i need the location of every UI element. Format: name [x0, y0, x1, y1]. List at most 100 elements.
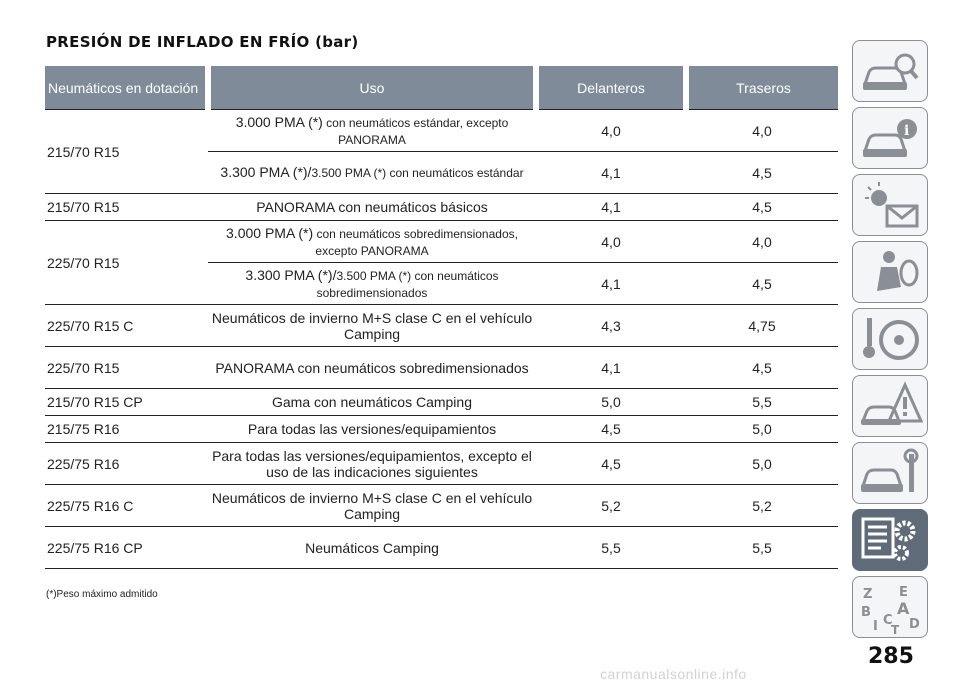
- rear-pressure-cell: 5,5: [686, 388, 838, 416]
- front-pressure-cell: 4,0: [536, 109, 686, 152]
- svg-text:I: I: [873, 619, 878, 634]
- use-cell: Gama con neumáticos Camping: [208, 388, 536, 416]
- table-row: 215/70 R15 3.000 PMA (*) con neumáticos …: [45, 109, 838, 194]
- rear-pressure-cell: 4,75: [686, 304, 838, 347]
- use-cell: 3.300 PMA (*)/3.500 PMA (*) con neumátic…: [208, 262, 536, 305]
- use-cell: 3.000 PMA (*) con neumáticos sobredimens…: [208, 220, 536, 263]
- header-tire: Neumáticos en dotación: [45, 66, 208, 110]
- alphabet-index-icon: Z E B A I C DT: [861, 585, 920, 634]
- page-number: 285: [868, 644, 914, 669]
- front-pressure-cell: 4,5: [536, 415, 686, 443]
- use-main-text: 3.300 PMA (*)/: [245, 266, 337, 283]
- table-row: 225/70 R15 3.000 PMA (*) con neumáticos …: [45, 220, 838, 305]
- use-cell: Para todas las versiones/equipamientos: [208, 415, 536, 443]
- header-front: Delanteros: [533, 66, 686, 110]
- rear-pressure-cell: 5,2: [686, 484, 838, 527]
- front-pressure-cell: 4,5: [536, 442, 686, 485]
- use-cell: 3.300 PMA (*)/3.500 PMA (*) con neumátic…: [208, 151, 536, 194]
- use-cell: Neumáticos de invierno M+S clase C en el…: [208, 304, 536, 347]
- car-breakdown-warning-icon: [860, 381, 923, 425]
- tire-size-cell: 215/70 R15 CP: [45, 388, 208, 416]
- tire-size-cell: 225/70 R15 C: [45, 304, 208, 347]
- table-row: 3.300 PMA (*)/3.500 PMA (*) con neumátic…: [45, 262, 838, 305]
- svg-text:E: E: [899, 585, 908, 600]
- front-pressure-cell: 4,1: [536, 193, 686, 221]
- svg-text:T: T: [891, 623, 900, 634]
- steering-wheel-key-icon: [863, 318, 919, 360]
- front-pressure-cell: 5,5: [536, 526, 686, 569]
- table-row: 225/75 R16 CP Neumáticos Camping 5,5 5,5: [45, 526, 838, 569]
- car-search-icon: [862, 53, 919, 90]
- tire-size-cell: 225/75 R16 CP: [45, 526, 208, 569]
- tire-size-cell: 225/70 R15: [45, 220, 208, 305]
- svg-text:i: i: [904, 123, 909, 139]
- car-wrench-icon: [860, 448, 919, 492]
- front-pressure-cell: 4,1: [536, 346, 686, 389]
- tab-car-info[interactable]: i: [852, 107, 928, 169]
- front-pressure-cell: 5,0: [536, 388, 686, 416]
- rear-pressure-cell: 4,5: [686, 151, 838, 194]
- svg-text:A: A: [897, 599, 910, 618]
- front-pressure-cell: 4,0: [536, 220, 686, 263]
- tire-size-cell: 215/70 R15: [45, 193, 208, 221]
- table-row: 225/75 R16 C Neumáticos de invierno M+S …: [45, 484, 838, 527]
- use-cell: Neumáticos de invierno M+S clase C en el…: [208, 484, 536, 527]
- watermark: carmanualsonline.info: [600, 666, 747, 682]
- tire-pressure-table: Neumáticos en dotación Uso Delanteros Tr…: [45, 66, 838, 569]
- table-row: 215/70 R15 CP Gama con neumáticos Campin…: [45, 388, 838, 416]
- svg-text:B: B: [861, 605, 871, 620]
- rear-pressure-cell: 4,0: [686, 220, 838, 263]
- header-use: Uso: [205, 66, 536, 110]
- tab-emergency[interactable]: [852, 375, 928, 437]
- rear-pressure-cell: 4,0: [686, 109, 838, 152]
- table-row: 215/70 R15 PANORAMA con neumáticos básic…: [45, 193, 838, 221]
- front-pressure-cell: 4,3: [536, 304, 686, 347]
- table-header-row: Neumáticos en dotación Uso Delanteros Tr…: [45, 66, 838, 110]
- use-cell: 3.000 PMA (*) con neumáticos estándar, e…: [208, 109, 536, 152]
- table-row: 225/70 R15 PANORAMA con neumáticos sobre…: [45, 346, 838, 389]
- table-row: 3.300 PMA (*)/3.500 PMA (*) con neumátic…: [45, 151, 838, 194]
- tire-size-cell: 225/75 R16 C: [45, 484, 208, 527]
- person-airbag-icon: [877, 251, 919, 291]
- tab-safety[interactable]: [852, 241, 928, 303]
- front-pressure-cell: 4,1: [536, 262, 686, 305]
- tab-warning-lights[interactable]: [852, 174, 928, 236]
- table-row: 215/75 R16 Para todas las versiones/equi…: [45, 415, 838, 443]
- tab-car-search[interactable]: [852, 40, 928, 102]
- rear-pressure-cell: 5,5: [686, 526, 838, 569]
- use-small-text: con neumáticos sobredimensionados, excep…: [313, 226, 518, 258]
- use-main-text: 3.000 PMA (*): [235, 113, 323, 130]
- specs-list-gears-icon: [861, 517, 916, 561]
- use-main-text: 3.000 PMA (*): [226, 224, 314, 241]
- tab-starting-driving[interactable]: [852, 308, 928, 370]
- use-cell: PANORAMA con neumáticos básicos: [208, 193, 536, 221]
- table-row: 225/75 R16 Para todas las versiones/equi…: [45, 442, 838, 485]
- use-cell: Neumáticos Camping: [208, 526, 536, 569]
- use-small-text: 3.500 PMA (*) con neumáticos estándar: [311, 166, 524, 180]
- rear-pressure-cell: 4,5: [686, 193, 838, 221]
- rear-pressure-cell: 4,5: [686, 346, 838, 389]
- rear-pressure-cell: 5,0: [686, 442, 838, 485]
- use-cell: Para todas las versiones/equipamientos, …: [208, 442, 536, 485]
- warning-light-envelope-icon: [865, 182, 919, 228]
- use-small-text: con neumáticos estándar, excepto PANORAM…: [322, 115, 509, 147]
- svg-text:C: C: [883, 613, 893, 628]
- car-info-icon: i: [862, 119, 917, 157]
- rear-pressure-cell: 4,5: [686, 262, 838, 305]
- svg-text:D: D: [909, 617, 920, 632]
- front-pressure-cell: 4,1: [536, 151, 686, 194]
- tire-size-cell: 215/70 R15: [45, 109, 208, 194]
- rear-pressure-cell: 5,0: [686, 415, 838, 443]
- front-pressure-cell: 5,2: [536, 484, 686, 527]
- svg-text:Z: Z: [863, 587, 872, 602]
- use-small-text: 3.500 PMA (*) con neumáticos sobredimens…: [316, 268, 499, 300]
- footnote: (*)Peso máximo admitido: [46, 589, 158, 600]
- use-main-text: 3.300 PMA (*)/: [220, 164, 312, 180]
- tire-size-cell: 225/75 R16: [45, 442, 208, 485]
- tire-size-cell: 215/75 R16: [45, 415, 208, 443]
- tab-technical-data[interactable]: [852, 509, 928, 571]
- table-row: 225/70 R15 C Neumáticos de invierno M+S …: [45, 304, 838, 347]
- tab-maintenance[interactable]: [852, 442, 928, 504]
- tire-size-cell: 225/70 R15: [45, 346, 208, 389]
